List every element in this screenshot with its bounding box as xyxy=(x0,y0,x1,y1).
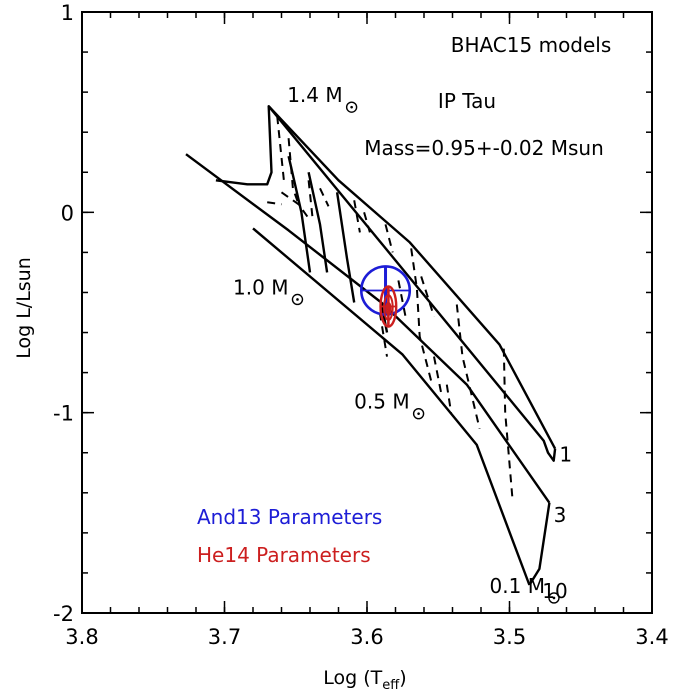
mass-label-1: 1.4 M xyxy=(287,83,342,107)
isochrone-age-label-1: 1 xyxy=(559,443,572,467)
mass-track-10 xyxy=(287,138,300,205)
mass-track-2 xyxy=(287,155,312,273)
isochrone-age-label-2: 3 xyxy=(554,503,567,527)
mass-track-13 xyxy=(353,200,361,233)
mass-track-3 xyxy=(307,172,329,273)
annotations: BHAC15 models IP Tau Mass=0.95+-0.02 Msu… xyxy=(13,33,611,693)
x-tick-label: 3.7 xyxy=(208,625,241,649)
mass-track-15 xyxy=(384,224,394,253)
y-tick-label: 0 xyxy=(61,201,74,225)
mass-result-text: Mass=0.95+-0.02 Msun xyxy=(364,136,604,160)
y-tick-label: -2 xyxy=(53,602,74,626)
mass-track-11 xyxy=(307,180,314,221)
x-tick-label: 3.8 xyxy=(65,625,98,649)
isochrone-1 xyxy=(267,105,557,450)
x-axis-title-subscript: eff xyxy=(382,678,400,693)
mass-label-2: 1.0 M xyxy=(233,275,288,299)
isochrone-age-label-3: 10 xyxy=(542,579,567,603)
mass-track-19 xyxy=(455,304,481,429)
y-tick-label: -1 xyxy=(53,402,74,426)
mass-track-4 xyxy=(335,192,356,303)
sun-symbol-icon xyxy=(548,592,560,604)
y-axis-title: Log L/Lsun xyxy=(13,257,35,359)
x-tick-label: 3.4 xyxy=(635,625,668,649)
x-axis-title-main: Log (T xyxy=(323,667,382,689)
stellar-parameter-points xyxy=(359,265,412,328)
legend-and13: And13 Parameters xyxy=(197,505,382,529)
mass-track-9 xyxy=(267,201,282,206)
sun-symbol-dot xyxy=(296,298,299,301)
x-axis-title: Log (Teff) xyxy=(323,667,406,693)
y-tick-label: 1 xyxy=(61,1,74,25)
mass-track-7 xyxy=(276,116,286,185)
mass-track-5 xyxy=(380,302,389,333)
isochrone-10 xyxy=(252,227,531,586)
evolutionary-tracks xyxy=(215,104,557,586)
mass-label-4: 0.1 M xyxy=(490,574,545,598)
legend-he14: He14 Parameters xyxy=(197,543,371,567)
mass-label-3: 0.5 M xyxy=(354,390,409,414)
axis-ticks: 3.8 3.7 3.6 3.5 3.410-1-2 xyxy=(53,1,669,649)
mass-track-14 xyxy=(363,212,371,233)
sun-symbol-icon xyxy=(345,101,358,113)
sun-symbol-icon xyxy=(291,293,304,306)
series-2-marker xyxy=(379,285,398,328)
mass-track-22 xyxy=(445,384,453,413)
sun-symbol-icon xyxy=(412,407,425,420)
chart-title: BHAC15 models xyxy=(451,33,612,57)
x-tick-label: 3.5 xyxy=(493,625,526,649)
mass-track-8 xyxy=(280,191,311,221)
mass-track-12 xyxy=(319,187,330,207)
x-axis-title-close: ) xyxy=(399,667,406,689)
sun-symbol-dot xyxy=(552,596,556,600)
x-tick-label: 3.6 xyxy=(350,625,383,649)
mass-track-20 xyxy=(433,356,443,393)
series-2-point xyxy=(385,303,392,310)
sun-symbol-dot xyxy=(350,105,353,109)
sun-symbol-dot xyxy=(417,412,420,415)
mass-track-6 xyxy=(528,502,551,586)
mass-track-23 xyxy=(378,312,388,357)
chart-subtitle: IP Tau xyxy=(438,89,496,113)
mass-track-17 xyxy=(420,276,435,317)
mass-track-18 xyxy=(397,280,407,317)
mass-track-21 xyxy=(502,348,514,497)
mass-track-16 xyxy=(410,248,433,381)
